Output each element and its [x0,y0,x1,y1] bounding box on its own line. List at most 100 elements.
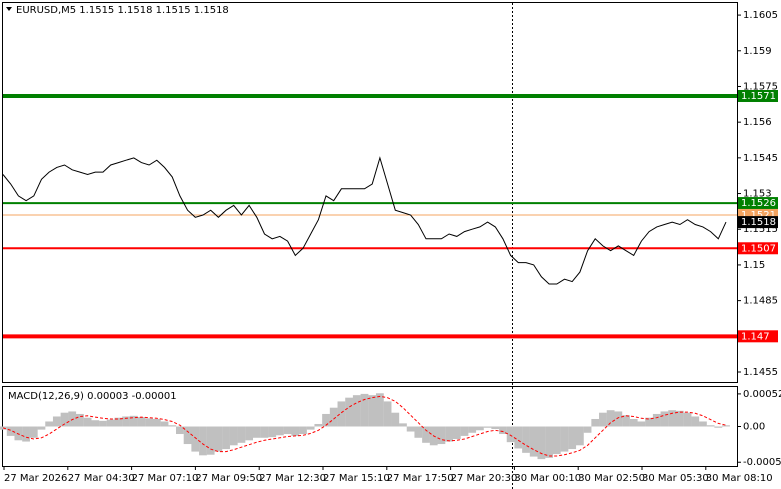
x-tick-label: 30 Mar 00:10 [514,473,581,484]
macd-bar [37,426,46,430]
macd-bar [522,426,530,453]
macd-bar [399,423,407,427]
macd-bar [491,426,500,430]
macd-bar [314,423,323,427]
macd-bar [275,426,284,436]
macd-bar [6,426,15,436]
macd-bar [691,416,700,427]
macd-bar [706,425,715,427]
macd-bar [683,412,692,427]
macd-bar [29,426,38,438]
macd-bar [306,426,315,430]
macd-bar [545,426,553,458]
macd-bar [106,419,115,427]
macd-y-tick-label: 0.00052 [743,389,781,400]
macd-bar [375,393,384,427]
x-tick-label: 27 Mar 15:10 [323,473,390,484]
macd-bar [152,418,161,427]
level-label: 1.1571 [741,91,776,102]
macd-bar [606,410,615,427]
level-label: 1.1507 [741,243,776,254]
chart-title: EURUSD,M5 1.1515 1.1518 1.1515 1.1518 [16,5,229,16]
macd-bar [422,426,430,443]
y-tick-label: 1.1605 [743,10,778,21]
macd-bar [168,425,177,427]
macd-bar [360,393,369,427]
y-tick-label: 1.1485 [743,296,778,307]
macd-bar [529,426,538,457]
y-tick-label: 1.1455 [743,367,778,378]
macd-bar [391,412,400,427]
level-label-box [738,242,778,255]
macd-bar [599,412,607,427]
macd-bar [591,418,600,427]
macd-bar [552,426,561,455]
macd-bar [499,426,507,435]
y-tick-label: 1.156 [743,117,772,128]
level-label: 1.1521 [741,210,776,221]
macd-bar [452,426,461,440]
x-tick-label: 27 Mar 09:50 [195,473,262,484]
macd-bar [329,407,338,427]
y-tick-label: 1.159 [743,46,772,57]
macd-bar [222,426,230,450]
macd-y-tick-label: 0.00 [743,422,765,433]
macd-bar [68,411,77,427]
title-icon [6,7,12,11]
macd-bar [137,417,146,427]
last-price-label: 1.1518 [741,217,776,228]
macd-bar [129,415,138,427]
macd-bar [145,418,154,427]
price-line [2,156,727,285]
macd-bar [229,426,238,446]
macd-bar [83,417,92,427]
y-tick-label: 1.15 [743,260,765,271]
macd-bar [245,426,254,441]
macd-bar [660,411,669,427]
macd-bar [237,426,246,443]
macd-bar [583,426,592,433]
x-tick-label: 27 Mar 17:50 [387,473,454,484]
macd-bar [252,426,261,438]
macd-bar [260,426,269,438]
macd-bar [52,416,61,427]
macd-bar [652,413,661,427]
macd-bar [299,426,307,435]
x-tick-label: 27 Mar 2026 [4,473,67,484]
macd-bar [268,426,277,438]
macd-bar [368,395,377,427]
level-label-box [738,330,778,343]
macd-bar [537,426,546,460]
macd-bar [322,413,330,427]
macd-bar [160,421,169,427]
macd-bar [283,426,292,435]
macd-bar [475,426,484,431]
macd-bar [575,426,584,446]
macd-bar [191,426,200,452]
macd-bar [568,426,577,450]
macd-bar [214,426,223,452]
macd-bar [645,417,653,427]
macd-bar [699,421,707,427]
macd-bar [622,415,630,427]
macd-bar [668,410,677,427]
macd-bar [406,426,415,432]
macd-bar [714,426,723,428]
macd-bar [460,426,469,436]
level-label: 1.147 [741,331,770,342]
macd-bar [337,401,346,427]
macd-bar [629,418,638,427]
x-tick-label: 27 Mar 20:30 [451,473,518,484]
y-tick-label: 1.1575 [743,81,778,92]
macd-bar [45,421,54,427]
x-tick-label: 30 Mar 08:10 [706,473,773,484]
macd-bar [99,420,107,427]
macd-bar [437,426,446,445]
last-price-box [738,216,778,229]
macd-y-tick-label: -0.00057 [743,457,781,468]
macd-bar [206,426,215,455]
macd-bar [183,426,192,445]
y-tick-label: 1.153 [743,189,772,200]
x-tick-label: 30 Mar 02:50 [578,473,645,484]
